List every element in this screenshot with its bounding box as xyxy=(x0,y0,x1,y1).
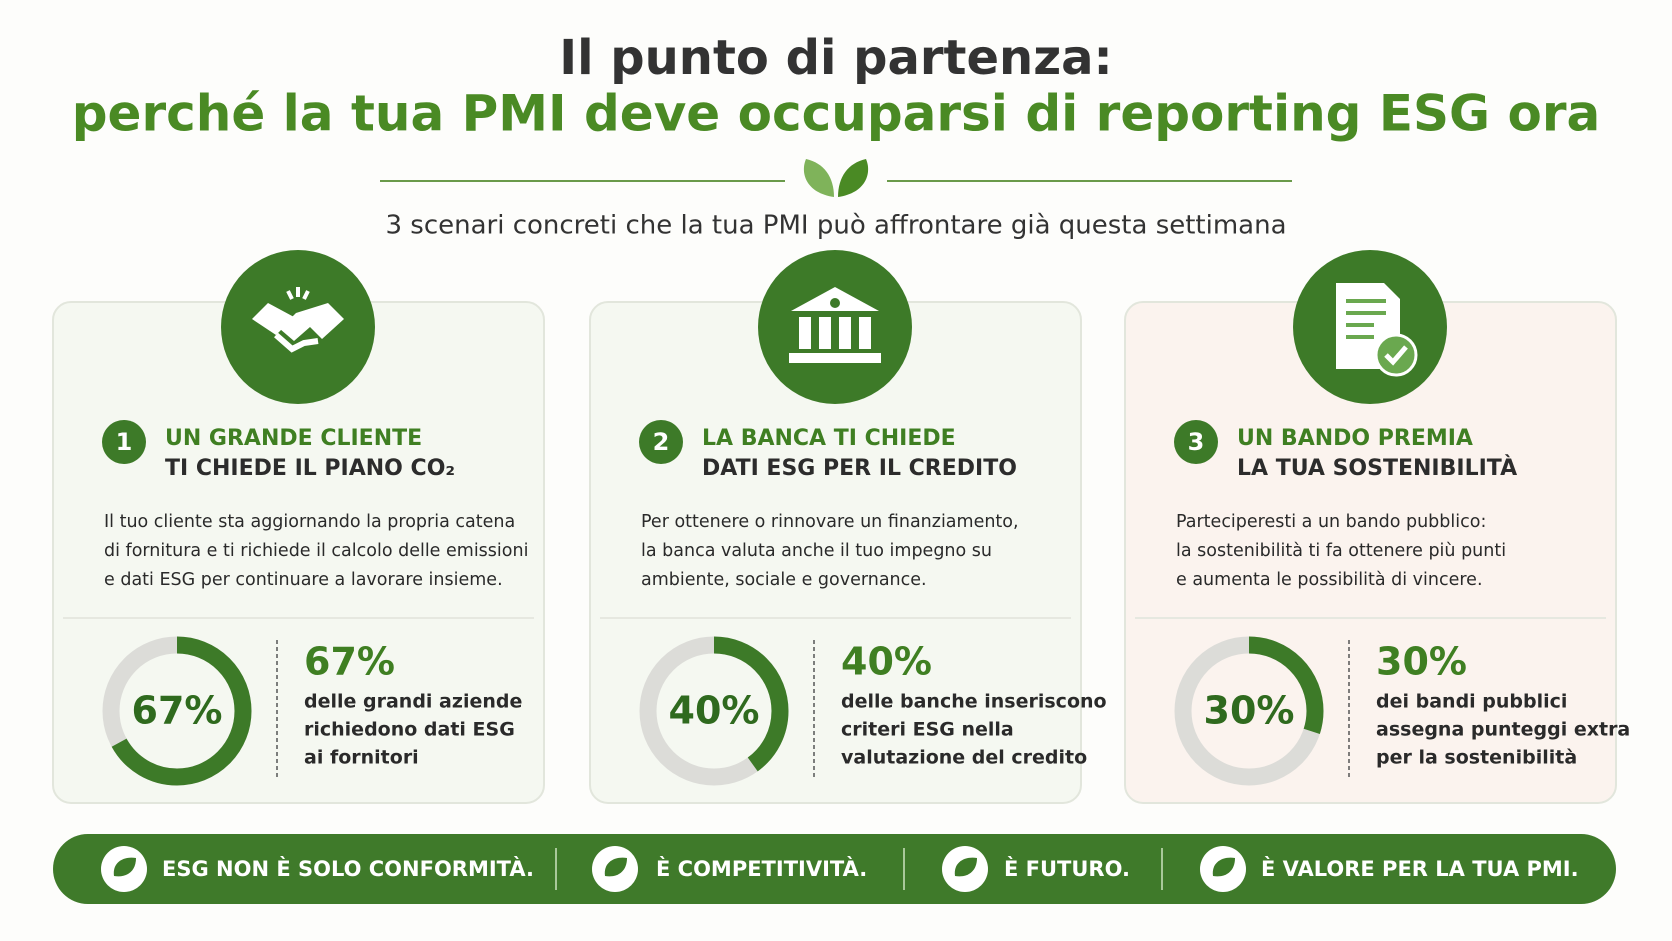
card-heading: UN BANDO PREMIA xyxy=(1237,426,1473,451)
icon-shape xyxy=(839,317,851,349)
banner-icon-shape xyxy=(954,857,977,877)
card-heading: LA TUA SOSTENIBILITÀ xyxy=(1237,455,1517,481)
banner-icon-shape xyxy=(1212,857,1235,877)
donut-label: 30% xyxy=(1204,689,1295,733)
card-body: e aumenta le possibilità di vincere. xyxy=(1176,570,1483,590)
card-body: Parteciperesti a un bando pubblico: xyxy=(1176,512,1486,532)
banner-text: ESG NON È SOLO CONFORMITÀ. xyxy=(162,856,534,881)
icon-shape xyxy=(859,317,871,349)
number-badge-text: 3 xyxy=(1188,428,1205,456)
icon-shape xyxy=(799,317,811,349)
card-heading: DATI ESG PER IL CREDITO xyxy=(702,456,1017,481)
tagline: 3 scenari concreti che la tua PMI può af… xyxy=(385,211,1286,241)
donut-arc xyxy=(102,636,252,786)
stat-text: delle grandi aziende xyxy=(304,691,522,713)
stat-value: 40% xyxy=(841,640,932,684)
card: 1 UN GRANDE CLIENTE TI CHIEDE IL PIANO CO₂… xyxy=(52,250,545,804)
number-badge-text: 2 xyxy=(653,428,670,456)
banner-text: È VALORE PER LA TUA PMI. xyxy=(1261,856,1579,881)
stat-text: assegna punteggi extra xyxy=(1376,719,1630,741)
leaf-icon xyxy=(803,159,869,197)
number-badge-text: 1 xyxy=(116,428,133,456)
icon-shape xyxy=(819,317,831,349)
stat-text: richiedono dati ESG xyxy=(304,719,515,741)
donut-label: 40% xyxy=(669,689,760,733)
stat-text: dei bandi pubblici xyxy=(1376,691,1567,713)
icon-shape xyxy=(280,303,344,341)
stat-value: 30% xyxy=(1376,640,1467,684)
title: Il punto di partenza: xyxy=(559,30,1113,86)
stat-text: per la sostenibilità xyxy=(1376,747,1577,769)
icon-shape xyxy=(830,298,840,308)
banner-text: È FUTURO. xyxy=(1004,856,1130,881)
card-body: Il tuo cliente sta aggiornando la propri… xyxy=(104,512,515,532)
number-badge xyxy=(1174,420,1218,464)
card-heading: LA BANCA TI CHIEDE xyxy=(702,426,956,451)
card-icon xyxy=(789,287,881,363)
banner-text: È COMPETITIVITÀ. xyxy=(656,856,867,881)
icon-shape xyxy=(286,287,310,300)
icon-shape xyxy=(789,353,881,363)
donut-arc xyxy=(1174,636,1324,786)
stat-text: criteri ESG nella xyxy=(841,719,1014,741)
stat-value: 67% xyxy=(304,640,395,684)
stat-text: delle banche inseriscono xyxy=(841,691,1107,713)
card-body: e dati ESG per continuare a lavorare ins… xyxy=(104,570,503,590)
icon-shape xyxy=(274,332,319,353)
card-body: di fornitura e ti richiede il calcolo de… xyxy=(104,541,528,561)
card-icon-circle xyxy=(758,250,912,404)
banner-icon-shape xyxy=(604,857,627,877)
donut-label: 67% xyxy=(132,689,223,733)
card-body: la banca valuta anche il tuo impegno su xyxy=(641,541,992,561)
icon-shape xyxy=(1384,345,1408,366)
number-badge xyxy=(102,420,146,464)
card-icon xyxy=(1336,283,1418,377)
card-icon xyxy=(252,287,344,353)
card-heading: UN GRANDE CLIENTE xyxy=(165,426,422,451)
card-body: ambiente, sociale e governance. xyxy=(641,570,927,590)
stat-text: valutazione del credito xyxy=(841,747,1087,769)
card-body: Per ottenere o rinnovare un finanziament… xyxy=(641,512,1019,532)
stat-text: ai fornitori xyxy=(304,747,419,769)
banner-icon-shape xyxy=(113,857,136,877)
card: 2 LA BANCA TI CHIEDE DATI ESG PER IL CREDI… xyxy=(589,250,1107,804)
card-heading: TI CHIEDE IL PIANO CO₂ xyxy=(165,456,455,481)
card: 3 UN BANDO PREMIA LA TUA SOSTENIBILITÀ Part… xyxy=(1124,250,1630,804)
number-badge xyxy=(639,420,683,464)
card-body: la sostenibilità ti fa ottenere più punt… xyxy=(1176,541,1506,561)
subtitle: perché la tua PMI deve occuparsi di repo… xyxy=(72,85,1601,143)
donut-arc xyxy=(639,636,789,786)
